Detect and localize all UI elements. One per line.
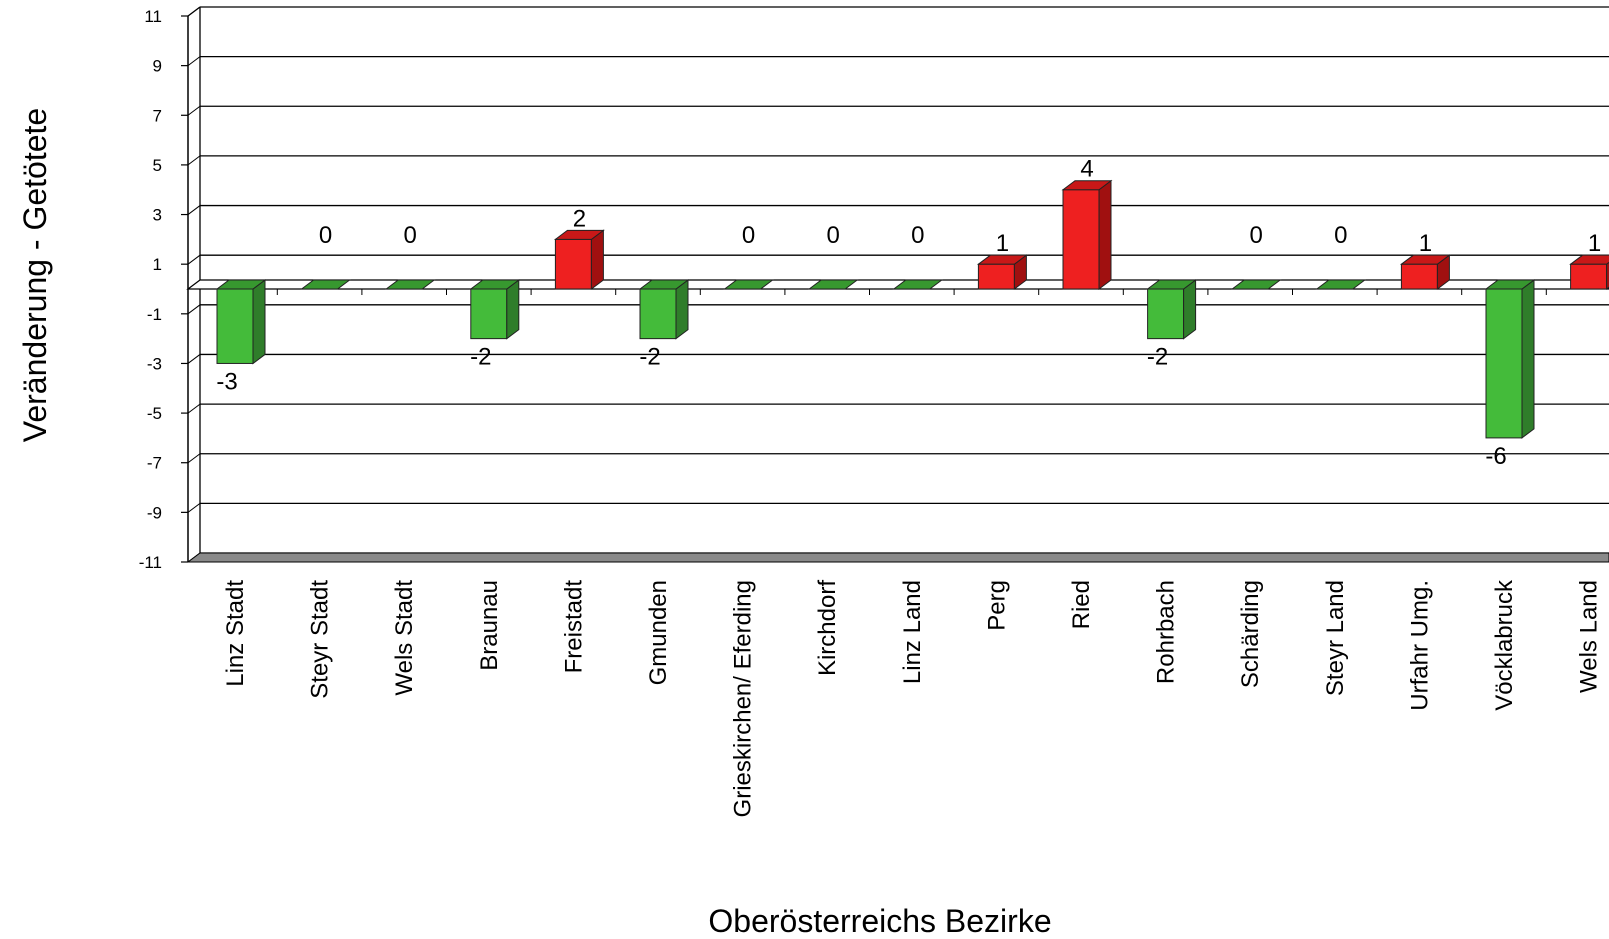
- gridline-depth: [188, 454, 200, 463]
- y-axis-title: Veränderung - Getötete: [17, 108, 53, 442]
- bar: [1571, 255, 1609, 289]
- bar-side: [1099, 181, 1111, 289]
- bar-front: [1486, 289, 1522, 438]
- data-labels: -3 0 0 -2 2 -2 0 0 0 1 4 -2 0 0 1 -6 1: [216, 156, 1601, 470]
- category-label: Linz Land: [899, 580, 926, 684]
- bar-front: [1401, 264, 1437, 289]
- y-tick-label: 5: [153, 156, 162, 175]
- data-label: -6: [1485, 443, 1506, 470]
- bar: [471, 280, 519, 339]
- category-label: Rohrbach: [1153, 580, 1180, 684]
- data-label: 1: [996, 230, 1009, 257]
- bar-side: [676, 280, 688, 339]
- data-label: 0: [404, 222, 417, 249]
- category-label: Wels Land: [1576, 580, 1603, 693]
- bar: [1486, 280, 1534, 438]
- category-label: Steyr Stadt: [307, 580, 334, 699]
- bar-front: [555, 239, 591, 289]
- bar: [1148, 280, 1196, 339]
- category-label: Ried: [1068, 580, 1095, 629]
- bar: [1063, 181, 1111, 289]
- x-axis-title: Oberösterreichs Bezirke: [708, 903, 1051, 939]
- y-tick-label: -9: [147, 503, 162, 522]
- category-label: Freistadt: [560, 580, 587, 674]
- bar: [217, 280, 265, 363]
- category-label: Grieskirchen/ Eferding: [730, 580, 757, 817]
- data-label: -2: [639, 344, 660, 371]
- data-label: 0: [911, 222, 924, 249]
- bar: [1401, 255, 1449, 289]
- data-label: 1: [1588, 230, 1601, 257]
- data-label: 2: [573, 205, 586, 232]
- category-label: Urfahr Umg.: [1406, 580, 1433, 711]
- bar-front: [217, 289, 253, 363]
- bar-front: [471, 289, 507, 339]
- data-label: 4: [1080, 156, 1093, 183]
- bar-side: [507, 280, 519, 339]
- chart-floor: [188, 553, 1609, 562]
- gridline-depth: [188, 503, 200, 512]
- gridline-depth: [188, 305, 200, 314]
- gridline-depth: [188, 156, 200, 165]
- y-tick-label: 9: [153, 57, 162, 76]
- data-label: 0: [1334, 222, 1347, 249]
- gridline-depth: [188, 206, 200, 215]
- category-label: Wels Stadt: [391, 580, 418, 696]
- category-label: Steyr Land: [1322, 580, 1349, 696]
- category-label: Perg: [983, 580, 1010, 631]
- bar-front: [640, 289, 676, 339]
- category-label: Schärding: [1237, 580, 1264, 688]
- data-label: -2: [1147, 344, 1168, 371]
- y-tick-label: 11: [144, 7, 162, 26]
- bar-front: [1063, 190, 1099, 289]
- bar-side: [591, 230, 603, 289]
- y-tick-label: 1: [153, 255, 162, 274]
- y-tick-label: -1: [147, 305, 162, 324]
- category-label: Gmunden: [645, 580, 672, 685]
- bar: [555, 230, 603, 289]
- category-labels: Linz Stadt Steyr Stadt Wels Stadt Braunau Fr…: [222, 579, 1603, 817]
- category-label: Braunau: [476, 580, 503, 671]
- gridline-depth: [188, 57, 200, 66]
- bar-front: [1571, 264, 1607, 289]
- gridline-depth: [188, 404, 200, 413]
- gridline-depth: [188, 255, 200, 264]
- data-label: 1: [1419, 230, 1432, 257]
- data-label: 0: [827, 222, 840, 249]
- y-tick-label: -7: [147, 454, 162, 473]
- y-tick-label: -5: [147, 404, 162, 423]
- gridline-depth: [188, 354, 200, 363]
- data-label: -2: [470, 344, 491, 371]
- y-tick-label: 3: [153, 206, 162, 225]
- data-label: -3: [216, 368, 237, 395]
- category-label: Kirchdorf: [814, 580, 841, 676]
- bar-side: [1522, 280, 1534, 438]
- y-axis-top-depth: [188, 7, 200, 16]
- data-label: 0: [1250, 222, 1263, 249]
- y-tick-labels: 11 9 7 5 3 1 -1 -3 -5 -7 -9 -11: [139, 7, 162, 572]
- bar-side: [1184, 280, 1196, 339]
- gridline-depth: [188, 106, 200, 115]
- bars: [217, 181, 1609, 438]
- data-label: 0: [319, 222, 332, 249]
- y-tick-label: -3: [147, 354, 162, 373]
- y-tick-label: -11: [139, 553, 162, 572]
- bar-front: [1148, 289, 1184, 339]
- category-label: Vöcklabruck: [1491, 579, 1518, 711]
- bar: [978, 255, 1026, 289]
- category-label: Linz Stadt: [222, 580, 249, 687]
- data-label: 0: [742, 222, 755, 249]
- y-tick-label: 7: [153, 106, 162, 125]
- bar-side: [253, 280, 265, 363]
- bar-front: [978, 264, 1014, 289]
- bar: [640, 280, 688, 339]
